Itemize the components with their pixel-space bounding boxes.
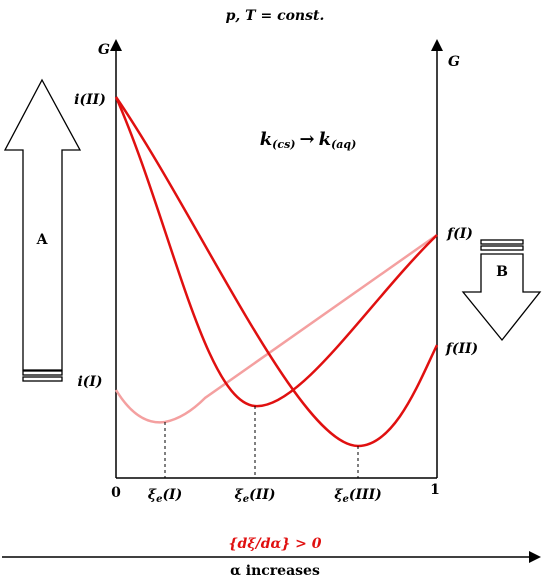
stripe — [480, 245, 524, 251]
point-label: i(II) — [74, 92, 106, 108]
arrow-up — [3, 78, 82, 371]
axis-end: 1 — [430, 482, 440, 498]
stripe — [22, 376, 63, 382]
axis-label: G — [98, 42, 110, 58]
xi-label: ξe(II) — [234, 487, 275, 505]
axis-origin: 0 — [111, 485, 121, 501]
title: p, T = const. — [226, 8, 325, 24]
arrow-down — [461, 253, 542, 342]
point-label: f(II) — [445, 341, 478, 357]
stripe — [480, 239, 524, 245]
arrow-label: B — [496, 264, 508, 280]
condition: {dξ/dα} > 0 — [229, 536, 322, 552]
point-label: f(I) — [446, 226, 473, 242]
xi-label: ξe(I) — [148, 487, 182, 505]
axis-label: G — [448, 54, 460, 70]
progress-label: α increases — [230, 563, 320, 579]
xi-label: ξe(III) — [334, 487, 382, 505]
reaction: k(cs) → k(aq) — [260, 129, 357, 151]
curve-iii — [114, 96, 439, 448]
curve-ii — [114, 96, 438, 408]
curve-i — [114, 233, 438, 424]
point-label: i(I) — [77, 374, 102, 390]
arrow-label: A — [36, 232, 49, 248]
stripe — [22, 370, 63, 376]
